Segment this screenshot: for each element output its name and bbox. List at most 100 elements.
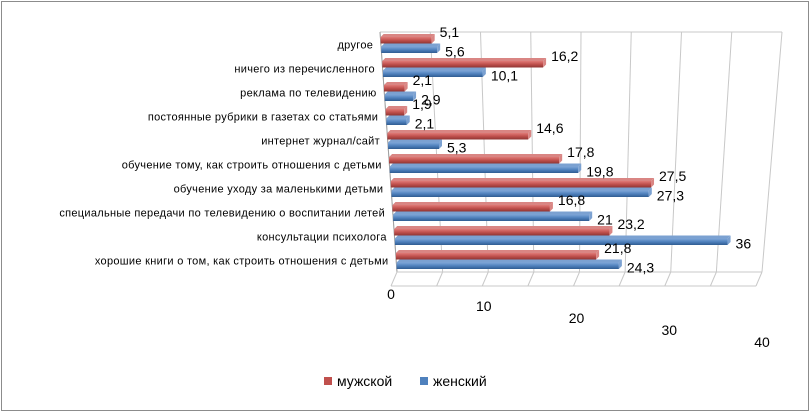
bar-female bbox=[389, 166, 579, 173]
data-label: 24,3 bbox=[627, 260, 654, 276]
bar-male bbox=[392, 205, 550, 212]
floor-gridline bbox=[618, 271, 626, 287]
bar-male bbox=[380, 37, 432, 44]
category-label: обучение тому, как строить отношения с д… bbox=[122, 159, 382, 171]
category-label: хорошие книги о том, как строить отношен… bbox=[95, 255, 389, 267]
data-label: 16,8 bbox=[558, 192, 585, 208]
bar-top-face bbox=[381, 43, 441, 47]
data-label: 21 bbox=[597, 212, 613, 228]
data-label: 36 bbox=[736, 236, 752, 252]
bar-end-face bbox=[648, 187, 652, 197]
x-tick-label: 20 bbox=[569, 310, 585, 326]
bar-top-face bbox=[391, 187, 652, 191]
data-label: 2,1 bbox=[413, 72, 433, 88]
x-tick-label: 10 bbox=[476, 298, 492, 314]
bar-end-face bbox=[559, 154, 563, 164]
legend-label-female: женский bbox=[433, 373, 487, 389]
bar-male bbox=[390, 181, 652, 188]
bar-top-face bbox=[394, 226, 613, 229]
bar-end-face bbox=[406, 115, 410, 125]
bar-top-face bbox=[387, 130, 532, 133]
floor-gridline bbox=[481, 271, 489, 287]
bar-end-face bbox=[618, 259, 622, 269]
data-label: 17,8 bbox=[567, 144, 594, 160]
category-label: обучение уходу за маленькими детьми bbox=[174, 183, 384, 195]
bar-top-face bbox=[394, 235, 731, 239]
data-label: 1,9 bbox=[412, 96, 432, 112]
bar-top-face bbox=[385, 106, 408, 109]
bars bbox=[380, 34, 731, 269]
bar-end-face bbox=[549, 202, 553, 212]
category-label: другое bbox=[337, 39, 373, 51]
floor-gridline bbox=[390, 271, 398, 287]
data-label: 10,1 bbox=[491, 68, 518, 84]
category-label: интернет журнал/сайт bbox=[261, 135, 380, 147]
bar-female bbox=[381, 46, 438, 53]
category-label: специальные передачи по телевидению о во… bbox=[59, 207, 385, 219]
bar-male bbox=[395, 253, 597, 260]
bar-end-face bbox=[404, 106, 408, 116]
x-tick-label: 40 bbox=[754, 334, 770, 350]
bar-top-face bbox=[396, 259, 622, 263]
bar-end-face bbox=[609, 226, 613, 236]
legend-swatch-male bbox=[324, 377, 332, 385]
bar-female bbox=[391, 190, 649, 197]
bar-female bbox=[393, 214, 590, 221]
category-label: консультации психолога bbox=[257, 231, 387, 243]
bar-top-face bbox=[383, 82, 408, 85]
data-label: 5,1 bbox=[440, 24, 460, 40]
data-label: 27,5 bbox=[659, 168, 686, 184]
data-label: 2,9 bbox=[421, 92, 441, 108]
bar-male bbox=[385, 109, 405, 116]
gridline bbox=[761, 31, 783, 273]
bar-female bbox=[384, 94, 414, 101]
bar-male bbox=[389, 157, 560, 164]
gridline bbox=[624, 31, 632, 273]
bar-female bbox=[382, 70, 483, 77]
bar-top-face bbox=[389, 163, 582, 167]
bar-top-face bbox=[384, 91, 417, 95]
floor-gridline bbox=[664, 271, 672, 287]
bar-top-face bbox=[388, 139, 442, 143]
category-label: реклама по телевидению bbox=[240, 87, 376, 99]
bar-end-face bbox=[413, 91, 417, 101]
floor-gridline bbox=[527, 271, 535, 287]
bar-top-face bbox=[392, 202, 553, 205]
floor-gridline bbox=[573, 271, 580, 287]
data-label: 21,8 bbox=[604, 240, 631, 256]
bar-end-face bbox=[651, 178, 655, 188]
bar-end-face bbox=[727, 235, 731, 245]
category-label: ничего из перечисленного bbox=[234, 63, 374, 75]
bar-female bbox=[394, 238, 728, 245]
bar-end-face bbox=[596, 250, 600, 260]
bar-end-face bbox=[543, 58, 547, 68]
data-label: 14,6 bbox=[536, 120, 563, 136]
category-labels: хорошие книги о том, как строить отношен… bbox=[59, 39, 388, 267]
bar-male bbox=[394, 229, 610, 236]
gridline bbox=[715, 31, 733, 273]
frame-left-edge bbox=[379, 31, 398, 273]
bar-end-face bbox=[482, 67, 486, 77]
bar-female bbox=[388, 142, 439, 149]
bar-end-face bbox=[528, 130, 532, 140]
bar-end-face bbox=[431, 34, 435, 44]
bar-end-face bbox=[589, 211, 593, 221]
bar-top-face bbox=[395, 250, 600, 253]
data-label: 2,1 bbox=[415, 116, 435, 132]
bar-end-face bbox=[438, 139, 442, 149]
data-label: 5,3 bbox=[447, 140, 467, 156]
data-label: 16,2 bbox=[551, 48, 578, 64]
category-label: постоянные рубрики в газетах со статьями bbox=[148, 111, 378, 123]
legend: мужской женский bbox=[324, 373, 487, 389]
bar-top-face bbox=[382, 58, 547, 61]
bar-male bbox=[383, 85, 405, 92]
legend-label-male: мужской bbox=[337, 373, 392, 389]
data-label: 23,2 bbox=[617, 216, 644, 232]
data-label: 27,3 bbox=[657, 188, 684, 204]
bar-female bbox=[396, 262, 619, 269]
bar-end-face bbox=[578, 163, 582, 173]
floor-gridline bbox=[709, 271, 717, 287]
bar-end-face bbox=[404, 82, 408, 92]
